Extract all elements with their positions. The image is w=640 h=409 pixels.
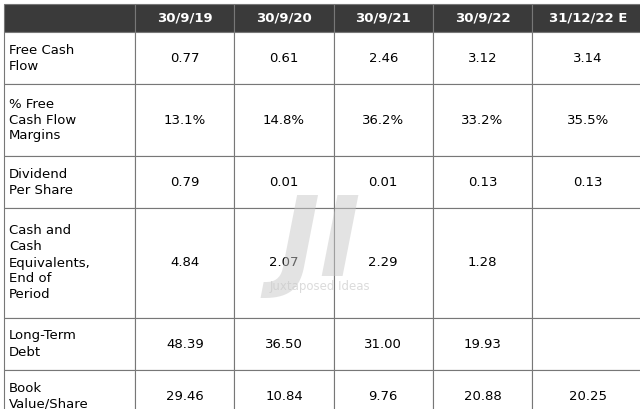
Text: 35.5%: 35.5% (567, 114, 609, 126)
Text: 2.46: 2.46 (369, 52, 398, 65)
Text: 30/9/22: 30/9/22 (454, 11, 510, 25)
Bar (4, 318, 135, 370)
Text: 1.28: 1.28 (468, 256, 497, 270)
Text: 0.13: 0.13 (573, 175, 603, 189)
Bar (433, 84, 532, 156)
Text: 0.01: 0.01 (269, 175, 299, 189)
Text: 4.84: 4.84 (170, 256, 200, 270)
Text: 33.2%: 33.2% (461, 114, 504, 126)
Bar (135, 32, 234, 84)
Text: 36.2%: 36.2% (362, 114, 404, 126)
Text: Juxtaposed Ideas: Juxtaposed Ideas (269, 280, 371, 293)
Bar (234, 32, 333, 84)
Text: % Free
Cash Flow
Margins: % Free Cash Flow Margins (9, 97, 76, 142)
Bar (135, 318, 234, 370)
Bar (234, 84, 333, 156)
Text: 0.77: 0.77 (170, 52, 200, 65)
Bar (532, 4, 640, 32)
Text: 31/12/22 E: 31/12/22 E (549, 11, 627, 25)
Bar (4, 4, 135, 32)
Text: 20.25: 20.25 (569, 389, 607, 402)
Text: JI: JI (278, 192, 362, 299)
Bar (234, 208, 333, 318)
Bar (333, 84, 433, 156)
Text: 0.01: 0.01 (369, 175, 398, 189)
Bar (433, 370, 532, 409)
Text: 30/9/20: 30/9/20 (256, 11, 312, 25)
Text: 13.1%: 13.1% (164, 114, 206, 126)
Bar (433, 32, 532, 84)
Bar (532, 208, 640, 318)
Bar (333, 4, 433, 32)
Text: Cash and
Cash
Equivalents,
End of
Period: Cash and Cash Equivalents, End of Period (9, 225, 91, 301)
Text: 0.79: 0.79 (170, 175, 200, 189)
Text: 3.12: 3.12 (468, 52, 497, 65)
Text: 0.13: 0.13 (468, 175, 497, 189)
Bar (135, 84, 234, 156)
Text: 14.8%: 14.8% (263, 114, 305, 126)
Text: 9.76: 9.76 (369, 389, 398, 402)
Bar (4, 84, 135, 156)
Bar (433, 318, 532, 370)
Text: 20.88: 20.88 (463, 389, 501, 402)
Text: 36.50: 36.50 (265, 337, 303, 351)
Text: 30/9/19: 30/9/19 (157, 11, 212, 25)
Bar (333, 370, 433, 409)
Bar (234, 370, 333, 409)
Text: 3.14: 3.14 (573, 52, 603, 65)
Bar (333, 156, 433, 208)
Bar (135, 208, 234, 318)
Text: 31.00: 31.00 (364, 337, 402, 351)
Bar (4, 370, 135, 409)
Bar (135, 370, 234, 409)
Bar (433, 156, 532, 208)
Text: 2.07: 2.07 (269, 256, 299, 270)
Text: 30/9/21: 30/9/21 (355, 11, 411, 25)
Bar (135, 156, 234, 208)
Text: Dividend
Per Share: Dividend Per Share (9, 168, 73, 196)
Text: Book
Value/Share: Book Value/Share (9, 382, 89, 409)
Bar (333, 32, 433, 84)
Text: 0.61: 0.61 (269, 52, 299, 65)
Bar (4, 156, 135, 208)
Text: 19.93: 19.93 (463, 337, 501, 351)
Bar (532, 84, 640, 156)
Bar (532, 318, 640, 370)
Bar (333, 318, 433, 370)
Text: 10.84: 10.84 (265, 389, 303, 402)
Bar (234, 156, 333, 208)
Bar (532, 370, 640, 409)
Text: 29.46: 29.46 (166, 389, 204, 402)
Bar (4, 32, 135, 84)
Bar (433, 208, 532, 318)
Bar (333, 208, 433, 318)
Bar (532, 32, 640, 84)
Bar (234, 318, 333, 370)
Bar (433, 4, 532, 32)
Text: 48.39: 48.39 (166, 337, 204, 351)
Bar (4, 208, 135, 318)
Bar (532, 156, 640, 208)
Text: Free Cash
Flow: Free Cash Flow (9, 43, 74, 72)
Text: 2.29: 2.29 (369, 256, 398, 270)
Text: Long-Term
Debt: Long-Term Debt (9, 330, 77, 359)
Bar (234, 4, 333, 32)
Bar (135, 4, 234, 32)
